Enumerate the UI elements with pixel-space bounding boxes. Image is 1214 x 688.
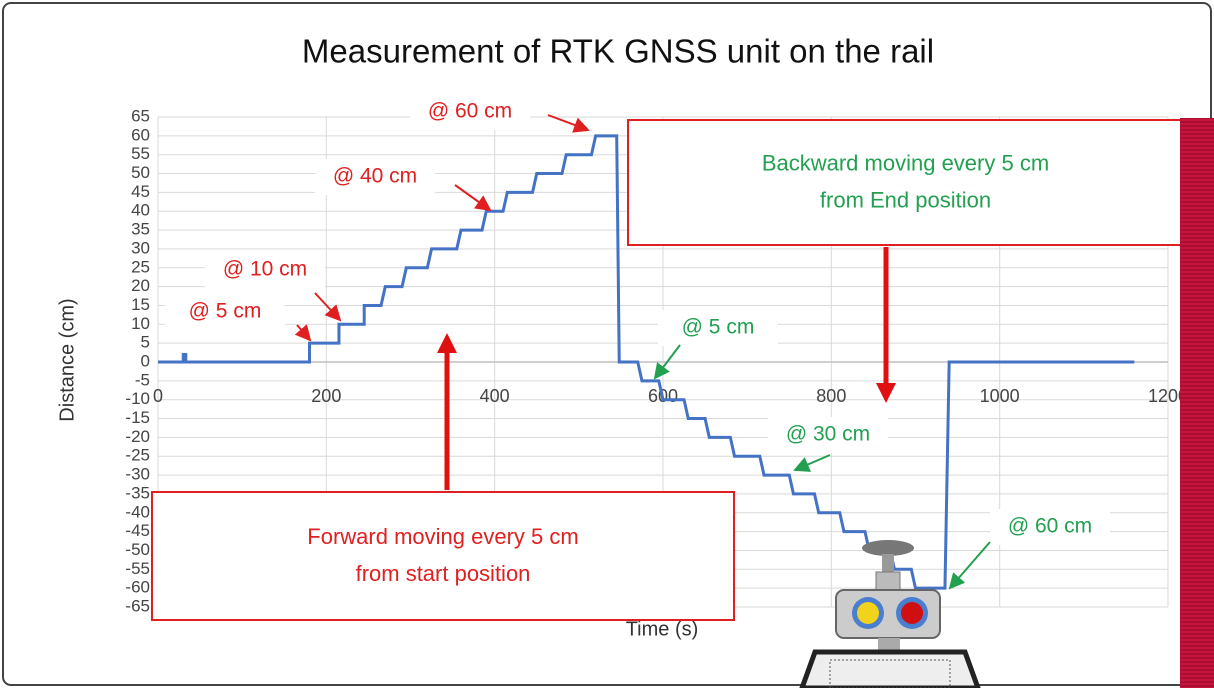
y-tick-label: 0 xyxy=(141,351,150,370)
callout-text: Backward moving every 5 cm xyxy=(762,150,1049,175)
x-tick-label: 400 xyxy=(480,386,510,406)
y-tick-label: -45 xyxy=(125,521,150,540)
y-tick-label: -5 xyxy=(135,370,150,389)
y-tick-label: 15 xyxy=(131,295,150,314)
y-tick-label: -60 xyxy=(125,578,150,597)
y-tick-label: 35 xyxy=(131,220,150,239)
annotation: @ 5 cm xyxy=(682,316,755,339)
y-tick-label: -25 xyxy=(125,446,150,465)
y-tick-label: 10 xyxy=(131,314,150,333)
callout-box xyxy=(152,492,734,620)
x-tick-label: 800 xyxy=(816,386,846,406)
annotation: @ 40 cm xyxy=(333,165,417,188)
y-tick-label: 45 xyxy=(131,182,150,201)
y-tick-label: -50 xyxy=(125,540,150,559)
y-tick-label: 55 xyxy=(131,144,150,163)
y-tick-label: 40 xyxy=(131,201,150,220)
y-tick-label: 60 xyxy=(131,125,150,144)
y-tick-label: -40 xyxy=(125,502,150,521)
y-tick-label: -30 xyxy=(125,465,150,484)
annotation: @ 60 cm xyxy=(1008,515,1092,538)
y-tick-label: 5 xyxy=(141,333,150,352)
chart-title: Measurement of RTK GNSS unit on the rail xyxy=(302,33,934,70)
x-axis-label: Time (s) xyxy=(626,618,699,640)
y-tick-label: 50 xyxy=(131,163,150,182)
y-tick-label: 25 xyxy=(131,257,150,276)
y-tick-label: -35 xyxy=(125,483,150,502)
annotation: @ 60 cm xyxy=(428,100,512,123)
annotation: @ 30 cm xyxy=(786,423,870,446)
annotation: @ 5 cm xyxy=(189,300,262,323)
chart: Measurement of RTK GNSS unit on the rail… xyxy=(0,0,1214,688)
callout-text: from End position xyxy=(820,187,991,212)
callout-text: from start position xyxy=(356,561,531,586)
y-tick-label: -15 xyxy=(125,408,150,427)
y-tick-label: -55 xyxy=(125,559,150,578)
y-axis-label: Distance (cm) xyxy=(56,298,78,421)
y-tick-label: -10 xyxy=(125,389,150,408)
x-tick-label: 1000 xyxy=(980,386,1020,406)
y-tick-label: 20 xyxy=(131,276,150,295)
x-tick-label: 200 xyxy=(311,386,341,406)
x-tick-label: 0 xyxy=(153,386,163,406)
y-tick-label: -65 xyxy=(125,596,150,615)
ruler xyxy=(1180,118,1214,688)
y-tick-label: 65 xyxy=(131,106,150,125)
annotation: @ 10 cm xyxy=(223,258,307,281)
y-tick-label: -20 xyxy=(125,427,150,446)
y-tick-label: 30 xyxy=(131,238,150,257)
callout-box xyxy=(628,120,1183,245)
callout-text: Forward moving every 5 cm xyxy=(307,524,578,549)
